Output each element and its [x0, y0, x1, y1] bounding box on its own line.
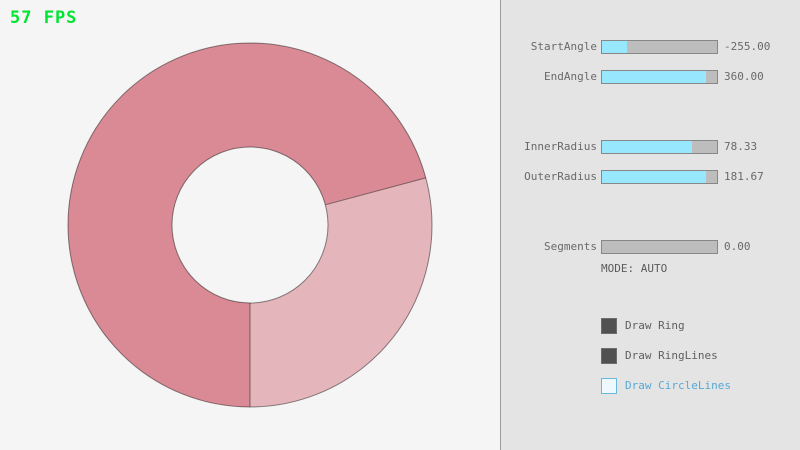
ring-sector-double — [68, 42, 426, 407]
slider-value: -255.00 — [724, 40, 771, 53]
slider-outer-radius-bar[interactable] — [601, 170, 718, 184]
slider-label: InnerRadius — [524, 140, 597, 153]
slider-segments: Segments 0.00 — [501, 240, 800, 254]
segments-mode-label: MODE: AUTO — [601, 262, 668, 275]
ring-chart — [67, 42, 433, 408]
slider-inner-radius-bar[interactable] — [601, 140, 718, 154]
checkbox-draw-ring: Draw Ring — [501, 318, 800, 334]
slider-outer-radius: OuterRadius 181.67 — [501, 170, 800, 184]
slider-label: StartAngle — [530, 40, 597, 53]
control-panel: StartAngle -255.00 EndAngle 360.00 Inner… — [500, 0, 800, 450]
slider-fill — [602, 41, 627, 53]
slider-start-angle-bar[interactable] — [601, 40, 718, 54]
render-canvas: 57 FPS — [10, 8, 433, 408]
slider-fill — [602, 141, 693, 153]
checkbox-label: Draw RingLines — [625, 349, 718, 362]
checkbox-draw-circle-lines: Draw CircleLines — [501, 378, 800, 394]
checkbox-box[interactable] — [601, 378, 617, 394]
checkbox-box[interactable] — [601, 348, 617, 364]
slider-value: 360.00 — [724, 70, 764, 83]
checkbox-box[interactable] — [601, 318, 617, 334]
ring-sector-single — [250, 177, 433, 408]
slider-value: 0.00 — [724, 240, 751, 253]
slider-label: OuterRadius — [524, 170, 597, 183]
checkbox-draw-ring-lines: Draw RingLines — [501, 348, 800, 364]
checkbox-label: Draw Ring — [625, 319, 685, 332]
checkbox-label: Draw CircleLines — [625, 379, 731, 392]
slider-fill — [602, 71, 706, 83]
fps-counter: 57 FPS — [10, 8, 78, 28]
ring-outer-outline — [67, 42, 433, 408]
slider-value: 181.67 — [724, 170, 764, 183]
slider-segments-bar[interactable] — [601, 240, 718, 254]
slider-value: 78.33 — [724, 140, 758, 153]
slider-label: Segments — [544, 240, 597, 253]
slider-fill — [602, 171, 707, 183]
slider-end-angle: EndAngle 360.00 — [501, 70, 800, 84]
slider-start-angle: StartAngle -255.00 — [501, 40, 800, 54]
ring-inner-outline — [171, 146, 329, 304]
ring-boundary-line-start — [325, 177, 426, 206]
slider-end-angle-bar[interactable] — [601, 70, 718, 84]
slider-inner-radius: InnerRadius 78.33 — [501, 140, 800, 154]
slider-label: EndAngle — [544, 70, 597, 83]
